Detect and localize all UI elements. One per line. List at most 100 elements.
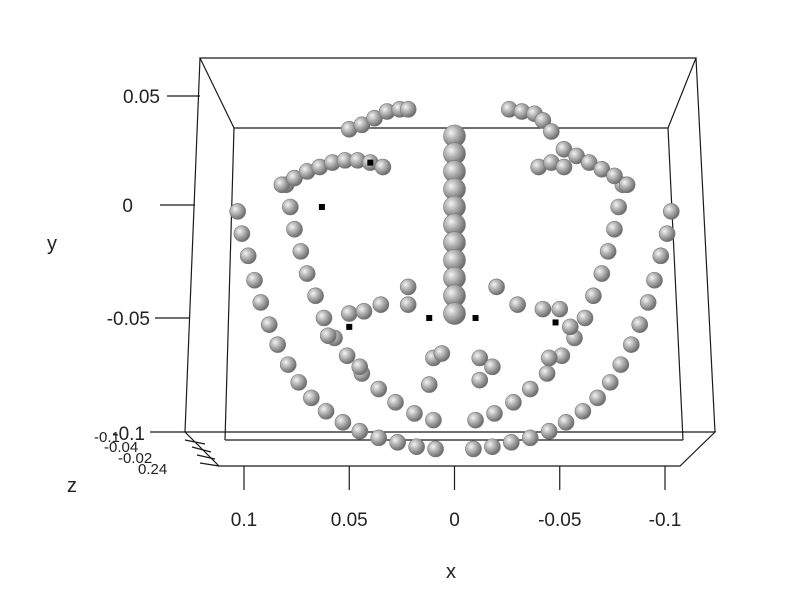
data-point <box>351 358 369 376</box>
y-tick-label: 0 <box>122 196 133 217</box>
y-tick-label: -0.05 <box>107 309 150 330</box>
data-point <box>317 402 335 420</box>
box-front-left-edge <box>184 57 201 433</box>
data-point <box>355 303 373 320</box>
data-point <box>340 305 358 322</box>
z-axis-label: z <box>67 475 77 497</box>
data-point <box>399 278 417 296</box>
data-point <box>606 167 623 185</box>
x-tick-label: 0.1 <box>231 510 257 531</box>
data-point <box>303 389 320 407</box>
box-back-right-edge <box>667 127 684 441</box>
data-point <box>561 318 579 336</box>
data-point <box>292 243 310 260</box>
data-point <box>505 394 522 411</box>
data-point <box>606 220 623 238</box>
data-point <box>646 271 663 289</box>
data-point <box>269 336 286 353</box>
data-point <box>652 247 670 265</box>
black-markers <box>318 159 559 330</box>
data-point <box>260 316 278 333</box>
data-point <box>279 356 297 373</box>
x-axis-label: x <box>446 561 456 583</box>
data-point <box>503 434 520 451</box>
data-point <box>484 438 501 456</box>
data-point <box>374 158 392 176</box>
data-point <box>351 422 369 440</box>
data-point <box>534 300 552 318</box>
data-point <box>534 112 552 129</box>
data-point <box>601 374 619 391</box>
z-tick-mark <box>196 454 216 460</box>
x-tick-label: -0.05 <box>538 510 581 531</box>
data-point <box>433 345 451 362</box>
x-tick-label: -0.1 <box>649 510 682 531</box>
y-tick-label: -0.1 <box>112 424 145 445</box>
data-point <box>233 225 251 242</box>
y-axis: 0.05 0 -0.05 -0.1 y <box>47 87 200 445</box>
data-point <box>471 371 489 389</box>
bounding-box <box>183 57 717 467</box>
data-point <box>540 422 558 440</box>
data-point <box>420 376 438 393</box>
data-point <box>399 296 417 313</box>
data-point <box>589 389 606 407</box>
data-point <box>334 414 352 431</box>
y-axis-label: y <box>47 233 57 255</box>
data-point <box>298 265 316 282</box>
data-point <box>538 365 556 382</box>
x-tick-label: 0.05 <box>331 510 368 531</box>
z-tick-label: -0.04 <box>104 439 138 456</box>
data-point <box>639 294 657 311</box>
data-point <box>282 198 299 216</box>
box-bottom-face <box>183 431 717 467</box>
data-point <box>557 414 575 431</box>
data-point <box>387 394 404 411</box>
data-point <box>623 336 640 353</box>
data-point <box>286 220 303 238</box>
data-point <box>229 203 246 220</box>
box-front-right-edge <box>695 57 716 433</box>
data-point <box>443 302 466 325</box>
data-point <box>406 405 423 422</box>
data-point <box>467 411 484 429</box>
data-point <box>610 198 627 216</box>
data-point <box>389 434 406 451</box>
box-back-left-edge <box>224 127 235 441</box>
data-point <box>471 349 489 367</box>
z-tick-label: -0.1 <box>94 429 120 446</box>
box-top-face <box>199 57 697 129</box>
data-point <box>488 278 505 296</box>
data-point <box>290 374 308 391</box>
x-tick-label: 0 <box>449 510 460 531</box>
data-point <box>521 380 539 398</box>
marker-point <box>346 323 353 330</box>
z-tick-label: 0.24 <box>138 461 167 478</box>
data-point <box>576 309 594 327</box>
data-point <box>658 225 676 242</box>
data-point <box>612 356 630 373</box>
data-point <box>372 296 390 313</box>
marker-point <box>367 159 374 166</box>
data-point <box>246 271 263 289</box>
data-point <box>486 405 503 422</box>
data-point <box>408 438 425 456</box>
x-axis: 0.1 0.05 0 -0.05 -0.1 x <box>231 466 682 583</box>
y-tick-label: 0.05 <box>123 87 160 108</box>
marker-point <box>552 319 559 326</box>
data-point <box>543 123 560 140</box>
data-point <box>425 411 442 429</box>
data-point <box>631 316 649 333</box>
data-point <box>319 327 337 345</box>
data-point <box>315 309 333 327</box>
data-points <box>229 101 680 458</box>
data-point <box>521 429 539 447</box>
data-point <box>593 265 611 282</box>
z-axis: -0.1 -0.04 -0.02 0.24 z <box>67 429 220 497</box>
marker-point <box>318 204 325 210</box>
data-point <box>307 287 324 305</box>
data-point <box>465 440 482 458</box>
data-point <box>574 402 592 420</box>
data-point <box>555 158 573 176</box>
data-point <box>427 440 444 458</box>
